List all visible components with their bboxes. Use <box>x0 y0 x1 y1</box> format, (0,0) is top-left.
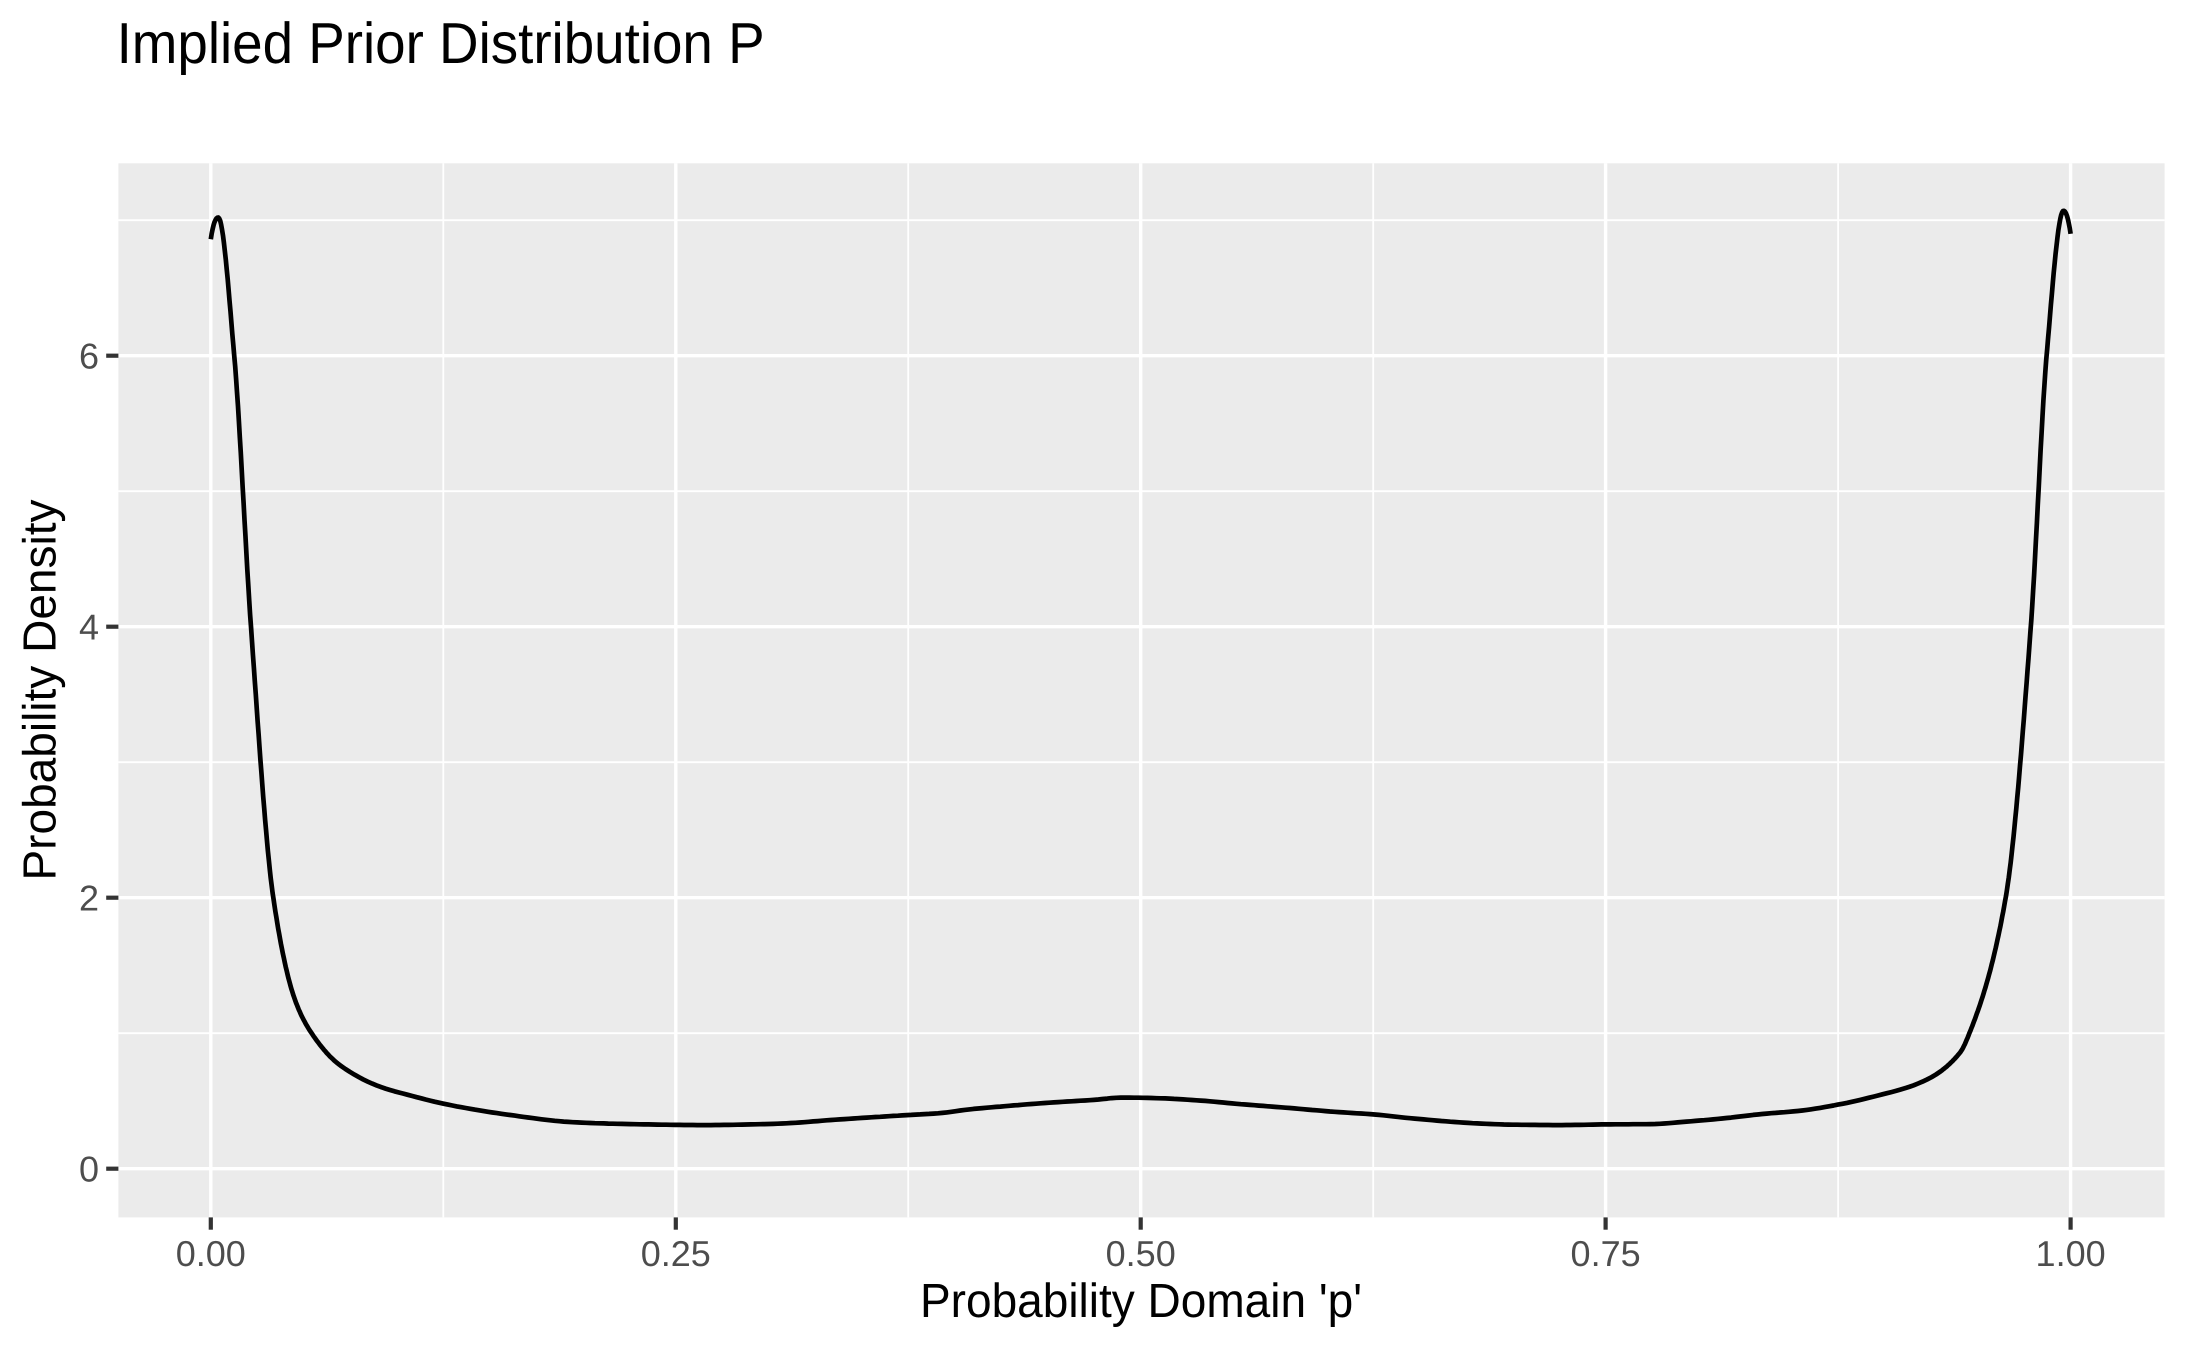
svg-text:Probability Domain 'p': Probability Domain 'p' <box>920 1275 1362 1328</box>
svg-text:2: 2 <box>79 878 99 919</box>
svg-text:6: 6 <box>79 336 99 377</box>
svg-text:Implied Prior Distribution P: Implied Prior Distribution P <box>117 12 765 76</box>
svg-text:1.00: 1.00 <box>2036 1233 2106 1274</box>
svg-text:0.25: 0.25 <box>641 1233 711 1274</box>
svg-text:Probability Density: Probability Density <box>14 499 66 881</box>
svg-text:4: 4 <box>79 607 99 648</box>
svg-text:0.75: 0.75 <box>1571 1233 1641 1274</box>
svg-text:0: 0 <box>79 1149 99 1190</box>
svg-text:0.00: 0.00 <box>176 1233 246 1274</box>
svg-text:0.50: 0.50 <box>1106 1233 1176 1274</box>
